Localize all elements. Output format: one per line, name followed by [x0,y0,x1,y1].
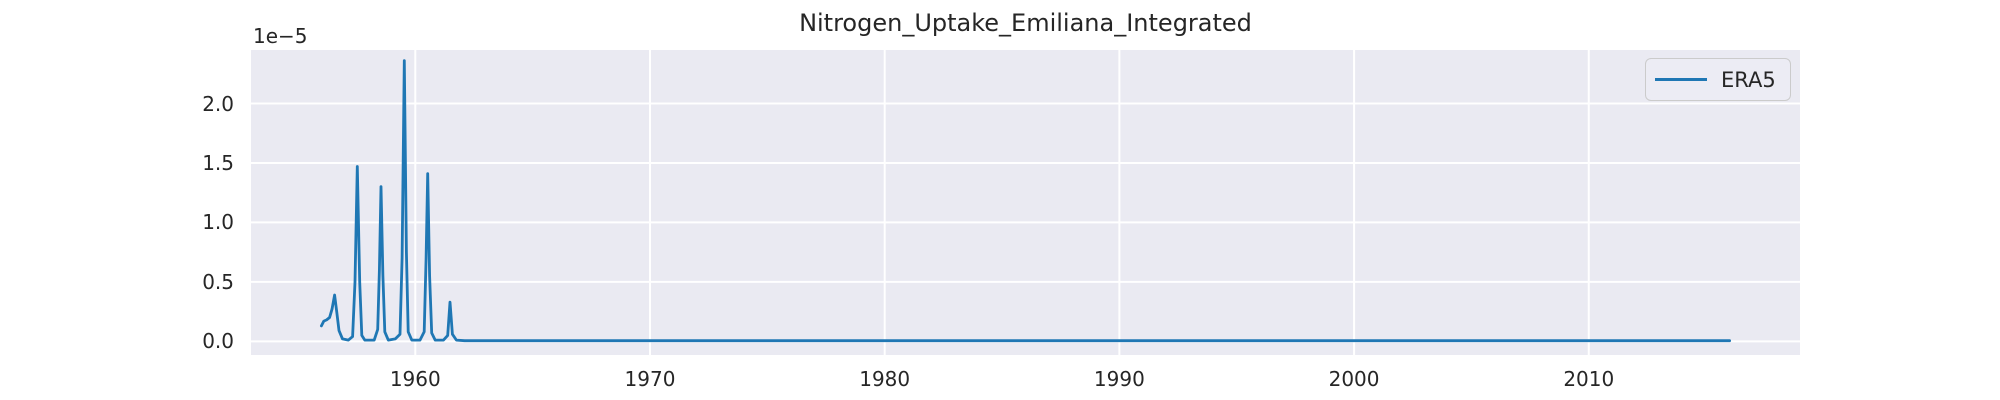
y-axis-offset-label: 1e−5 [253,24,308,48]
x-tick-label: 1970 [624,367,676,391]
legend-line-sample [1655,77,1707,82]
legend-series-label: ERA5 [1721,67,1776,92]
x-tick-label: 2010 [1563,367,1615,391]
x-tick-label: 1990 [1093,367,1145,391]
y-tick-label: 0.0 [202,329,234,354]
chart-title: Nitrogen_Uptake_Emiliana_Integrated [799,9,1252,37]
x-tick-label: 1960 [389,367,441,391]
x-tick-label: 1980 [859,367,911,391]
x-tick-label: 2000 [1328,367,1380,391]
y-tick-label: 0.5 [202,269,234,294]
legend: ERA5 [1645,58,1791,101]
y-tick-label: 2.0 [202,91,234,116]
y-tick-label: 1.5 [202,150,234,175]
y-tick-label: 1.0 [202,210,234,235]
plot-area [251,50,1800,355]
